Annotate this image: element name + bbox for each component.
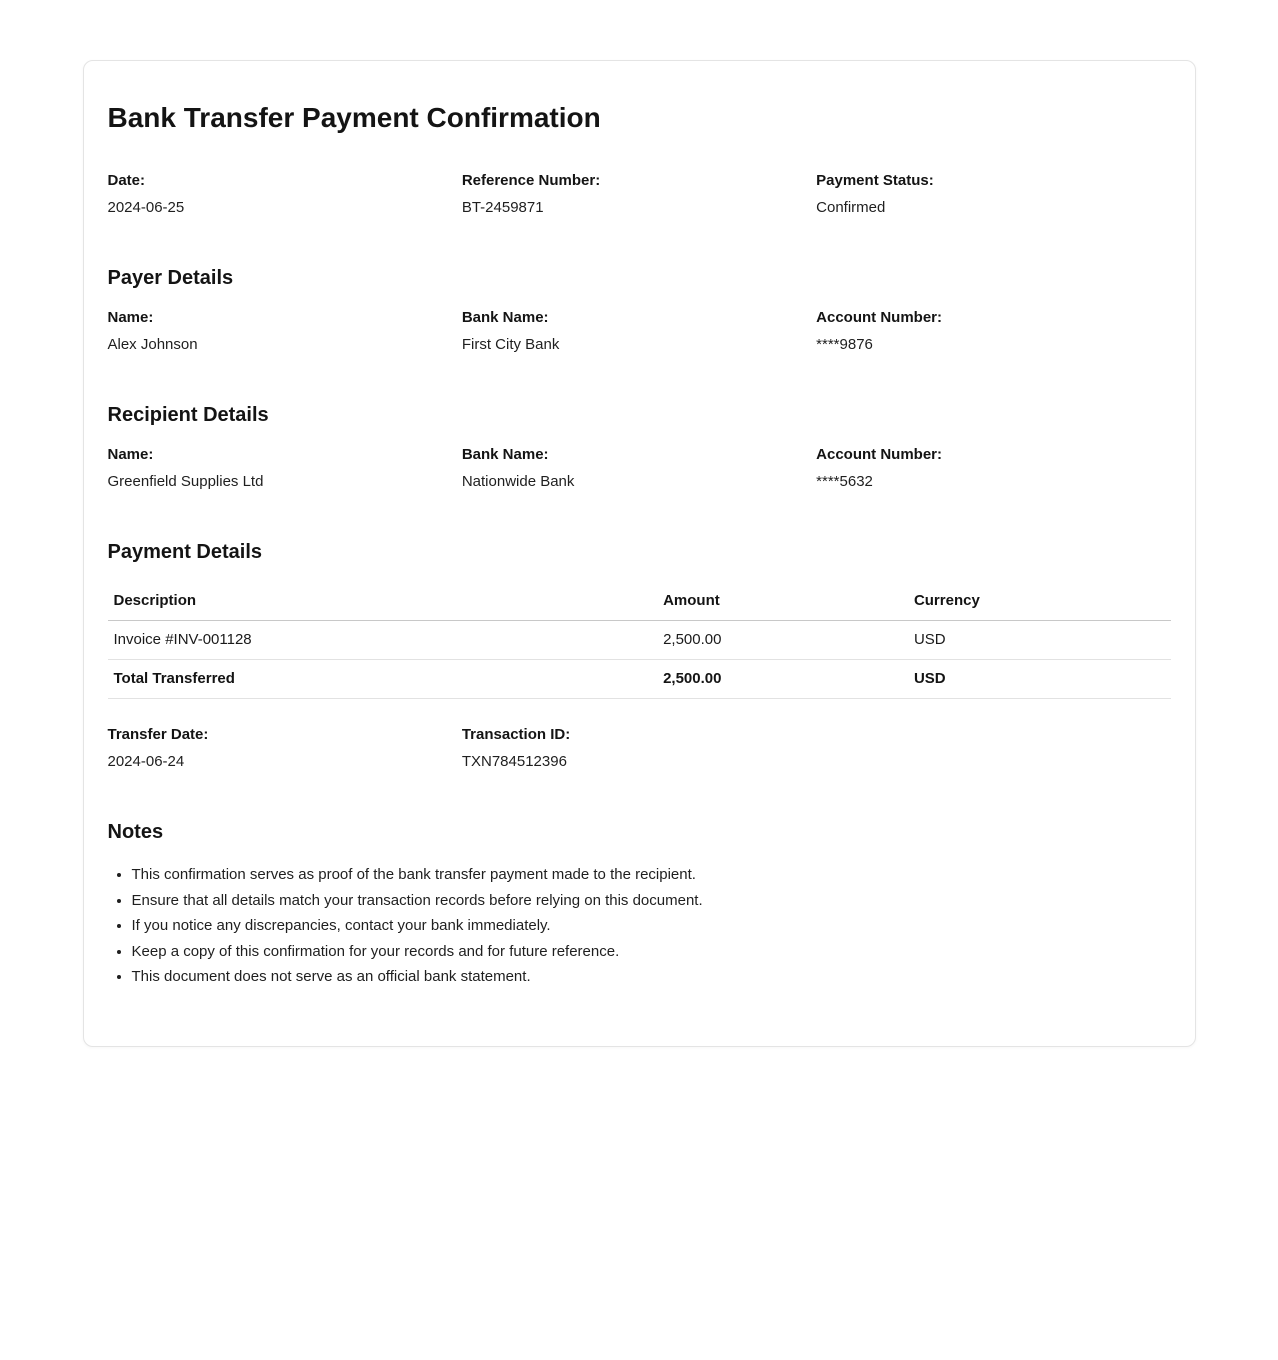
payer-name-label: Name:	[107, 309, 154, 326]
date-value: 2024-06-25	[107, 199, 185, 216]
payment-details-heading: Payment Details	[107, 541, 263, 563]
transfer-date-field: Transfer Date: 2024-06-24	[108, 725, 462, 772]
recipient-name-label: Name:	[107, 446, 154, 463]
recipient-name-value: Greenfield Supplies Ltd	[107, 473, 264, 490]
recipient-bank-label: Bank Name:	[461, 446, 549, 463]
payer-bank-field: Bank Name: First City Bank	[462, 308, 816, 355]
recipient-account-label: Account Number:	[816, 446, 942, 463]
row-amount: 2,500.00	[657, 620, 908, 660]
table-row: Invoice #INV-001128 2,500.00 USD	[107, 620, 1171, 660]
recipient-details-heading: Recipient Details	[107, 404, 269, 426]
payer-name-field: Name: Alex Johnson	[108, 308, 462, 355]
note-item: Ensure that all details match your trans…	[132, 888, 1171, 914]
column-header-description: Description	[107, 582, 658, 621]
recipient-account-field: Account Number: ****5632	[816, 445, 1170, 492]
transfer-meta-spacer	[816, 725, 1170, 772]
payment-status-label: Payment Status:	[816, 172, 934, 189]
recipient-bank-field: Bank Name: Nationwide Bank	[462, 445, 816, 492]
payment-status-value: Confirmed	[816, 199, 886, 216]
payer-account-value: ****9876	[816, 336, 873, 353]
transaction-id-label: Transaction ID:	[461, 726, 571, 743]
total-label: Total Transferred	[107, 659, 658, 699]
recipient-account-value: ****5632	[816, 473, 873, 490]
reference-number-label: Reference Number:	[461, 172, 601, 189]
total-currency: USD	[907, 659, 1171, 699]
page-title: Bank Transfer Payment Confirmation	[107, 102, 601, 133]
note-item: Keep a copy of this confirmation for you…	[132, 939, 1171, 965]
note-item: This document does not serve as an offic…	[132, 964, 1171, 990]
column-header-amount: Amount	[657, 582, 908, 621]
recipient-name-field: Name: Greenfield Supplies Ltd	[108, 445, 462, 492]
transaction-id-value: TXN784512396	[461, 753, 567, 770]
notes-list: This confirmation serves as proof of the…	[108, 862, 1171, 990]
total-amount: 2,500.00	[657, 659, 908, 699]
transfer-meta-row: Transfer Date: 2024-06-24 Transaction ID…	[108, 725, 1171, 772]
recipient-details-row: Name: Greenfield Supplies Ltd Bank Name:…	[108, 445, 1171, 492]
note-item: This confirmation serves as proof of the…	[132, 862, 1171, 888]
payer-bank-label: Bank Name:	[461, 309, 549, 326]
note-item: If you notice any discrepancies, contact…	[132, 913, 1171, 939]
date-field: Date: 2024-06-25	[108, 171, 462, 218]
confirmation-card: Bank Transfer Payment Confirmation Date:…	[82, 60, 1196, 1047]
payer-details-heading: Payer Details	[107, 267, 234, 289]
recipient-bank-value: Nationwide Bank	[461, 473, 575, 490]
payment-details-table: Description Amount Currency Invoice #INV…	[107, 582, 1171, 699]
table-header-row: Description Amount Currency	[107, 582, 1171, 621]
payer-details-row: Name: Alex Johnson Bank Name: First City…	[108, 308, 1171, 355]
column-header-currency: Currency	[907, 582, 1171, 621]
reference-number-field: Reference Number: BT-2459871	[462, 171, 816, 218]
reference-number-value: BT-2459871	[461, 199, 544, 216]
payer-account-field: Account Number: ****9876	[816, 308, 1170, 355]
payer-name-value: Alex Johnson	[107, 336, 198, 353]
document-meta-row: Date: 2024-06-25 Reference Number: BT-24…	[108, 171, 1171, 218]
payment-status-field: Payment Status: Confirmed	[816, 171, 1170, 218]
date-label: Date:	[107, 172, 146, 189]
transfer-date-value: 2024-06-24	[107, 753, 185, 770]
table-total-row: Total Transferred 2,500.00 USD	[107, 659, 1171, 699]
payer-bank-value: First City Bank	[461, 336, 560, 353]
transaction-id-field: Transaction ID: TXN784512396	[462, 725, 816, 772]
payer-account-label: Account Number:	[816, 309, 942, 326]
row-currency: USD	[907, 620, 1171, 660]
row-description: Invoice #INV-001128	[107, 620, 658, 660]
transfer-date-label: Transfer Date:	[107, 726, 209, 743]
notes-heading: Notes	[107, 821, 164, 843]
